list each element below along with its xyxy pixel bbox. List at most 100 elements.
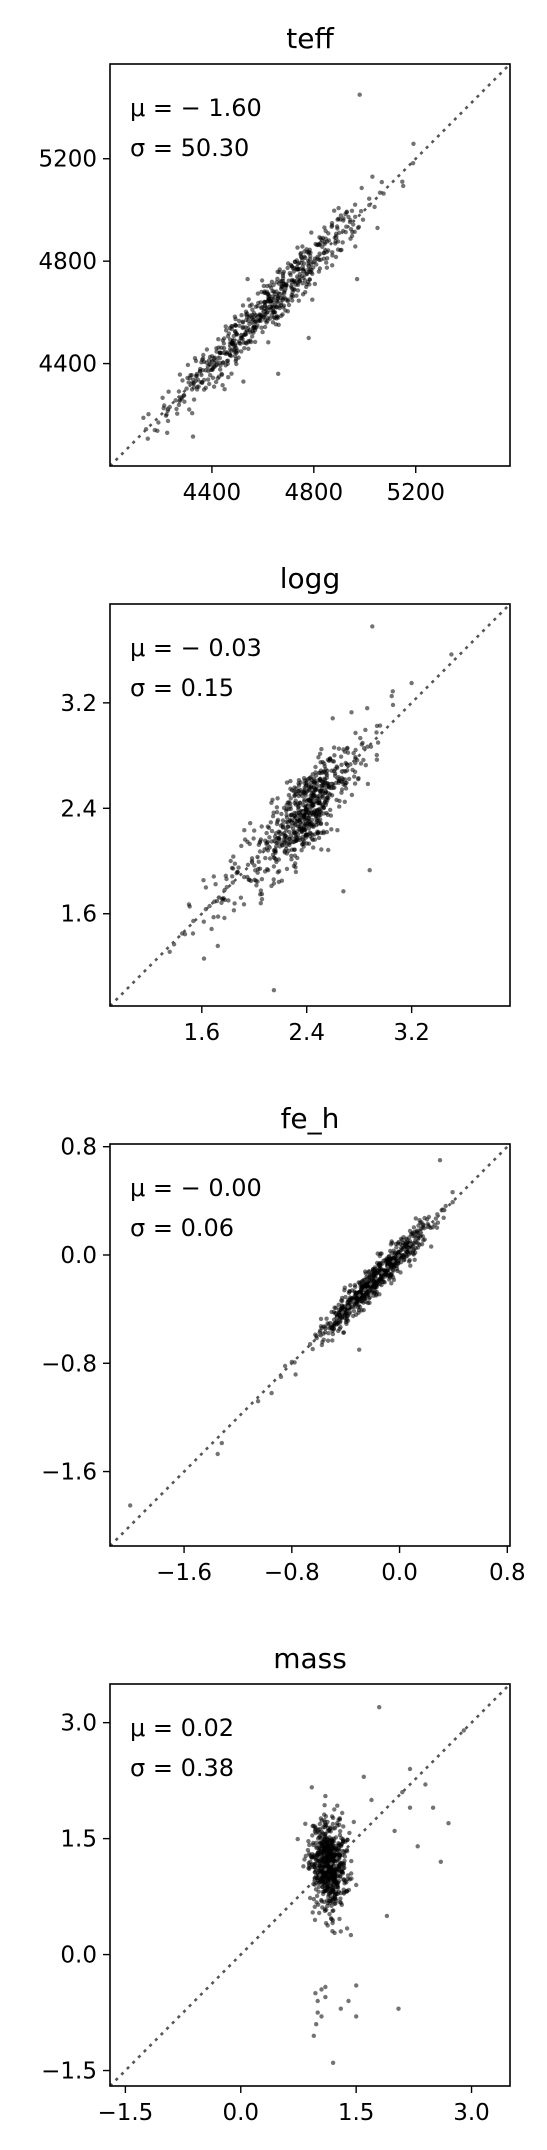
data-point [310, 297, 315, 302]
data-point [286, 792, 292, 798]
mean-annotation: μ = − 0.03 [130, 634, 262, 662]
data-point [242, 346, 247, 351]
data-point [287, 801, 293, 806]
scatter-panel-mass: mass −1.5 0.0 1.5 3.0 −1.5 0.0 1.5 3.0 μ = 0.02 σ … [41, 1642, 511, 2126]
axes-frame [109, 63, 511, 467]
data-point [304, 247, 309, 252]
y-tick-label: 3.2 [60, 691, 97, 717]
data-point [317, 1910, 322, 1916]
data-point [306, 787, 312, 792]
data-point [345, 750, 351, 755]
data-point [325, 256, 330, 261]
data-point [218, 367, 223, 372]
data-point [313, 1855, 318, 1860]
data-point [285, 265, 290, 271]
data-point [260, 329, 265, 335]
data-point [411, 1225, 417, 1230]
data-point [341, 1824, 346, 1829]
data-point [370, 624, 375, 629]
data-point [371, 1281, 376, 1287]
data-point [342, 799, 347, 804]
data-point [222, 387, 227, 392]
data-point [421, 1222, 426, 1227]
data-point [330, 253, 335, 258]
x-tick-label: −1.5 [97, 2100, 153, 2126]
data-point [323, 1994, 328, 2000]
data-point [392, 1251, 398, 1257]
data-point [392, 1828, 397, 1834]
data-point [293, 1372, 298, 1377]
data-point [294, 819, 299, 824]
data-point [236, 865, 241, 870]
data-point [397, 1249, 402, 1255]
data-point [224, 351, 230, 356]
data-point [269, 828, 275, 834]
data-point [251, 314, 256, 320]
y-tick-label: −0.8 [41, 1351, 97, 1377]
x-tick-label: 1.6 [184, 1020, 221, 1046]
data-point [361, 1277, 366, 1283]
data-point [190, 411, 195, 416]
data-point [292, 847, 297, 852]
data-point [301, 799, 307, 804]
data-point [339, 1843, 344, 1849]
sigma-annotation: σ = 0.38 [130, 1754, 234, 1782]
data-point [341, 1866, 346, 1871]
y-tick-label: 0.8 [60, 1135, 97, 1161]
data-point [215, 943, 220, 949]
data-point [297, 837, 303, 843]
data-point [327, 1326, 332, 1331]
data-point [240, 325, 245, 331]
data-point [330, 1908, 335, 1914]
data-point [322, 764, 327, 769]
data-point [190, 931, 196, 936]
data-point [401, 183, 406, 189]
data-point [226, 375, 231, 380]
data-point [252, 339, 258, 345]
y-tick-label: 4400 [38, 352, 97, 378]
data-point [326, 1841, 331, 1847]
data-point [265, 824, 270, 829]
data-point [285, 261, 291, 266]
data-point [330, 759, 335, 764]
data-point [325, 1903, 330, 1909]
data-point [322, 225, 327, 230]
data-point [284, 802, 289, 808]
data-point [304, 815, 309, 821]
data-point [428, 1225, 433, 1231]
data-point [337, 230, 342, 235]
data-point [403, 1243, 408, 1248]
data-point [378, 1263, 383, 1268]
data-point [288, 824, 293, 829]
data-point [162, 403, 167, 408]
data-point [318, 1851, 323, 1857]
data-point [408, 1263, 413, 1268]
data-point [224, 876, 229, 882]
data-point [393, 1263, 398, 1268]
data-point [411, 141, 416, 146]
data-point [187, 904, 192, 909]
data-point [345, 768, 350, 773]
data-point [348, 762, 353, 767]
data-point [412, 1241, 417, 1246]
data-point [254, 883, 259, 888]
data-point [285, 299, 290, 304]
data-point [422, 1237, 427, 1242]
data-point [346, 1998, 351, 2004]
data-point [230, 874, 235, 879]
data-point [429, 1244, 434, 1249]
data-point [217, 360, 222, 366]
data-point [264, 830, 269, 836]
data-point [242, 828, 247, 833]
y-tick-label: 5200 [38, 147, 97, 173]
data-point [228, 858, 233, 864]
data-point [313, 764, 318, 770]
data-point [276, 829, 281, 834]
data-point [275, 269, 280, 274]
data-point [371, 1293, 376, 1298]
data-point [430, 1805, 436, 1810]
data-point [351, 751, 356, 756]
data-point [349, 208, 355, 213]
data-point [344, 1849, 350, 1854]
data-point [321, 1324, 326, 1329]
